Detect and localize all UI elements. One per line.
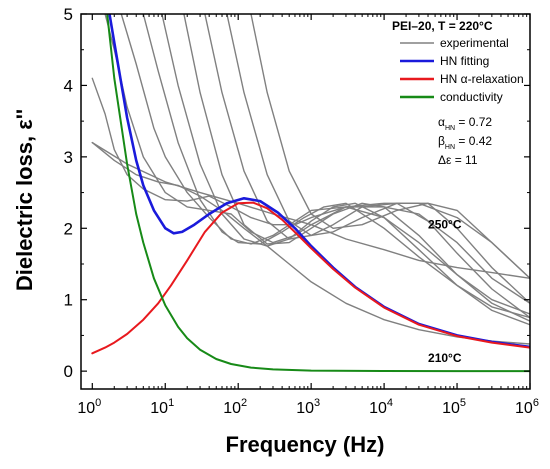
x-tick-label: 104 [369, 397, 393, 417]
plot-frame [80, 13, 531, 390]
series-line-experimental-4 [142, 14, 530, 319]
series-line-experimental-10 [91, 141, 530, 345]
legend-title: PEI–20, T = 220°C [392, 19, 493, 33]
series-line-experimental-7 [204, 14, 530, 319]
temperature-annotation: 250°C [428, 217, 462, 231]
x-tick-label: 102 [223, 397, 247, 417]
legend-items: experimental HN fitting HN α-relaxation con… [400, 36, 524, 104]
series-line-hn-relaxation-12 [91, 201, 530, 355]
x-tick-label: 100 [77, 397, 101, 417]
y-tick-label: 1 [64, 291, 73, 310]
annotations: 250°C 210°C [428, 217, 462, 365]
series-line-experimental-9 [250, 14, 530, 279]
fit-parameter: βHN = 0.42 [438, 134, 492, 151]
series-line-experimental-3 [120, 14, 530, 315]
temperature-annotation: 210°C [428, 351, 462, 365]
series-line-conductivity-13 [106, 14, 530, 373]
legend-label: conductivity [440, 90, 503, 104]
series-line-experimental-8 [226, 14, 530, 304]
y-tick-label: 0 [64, 362, 73, 381]
x-tick-label: 103 [296, 397, 320, 417]
x-tick-label: 106 [515, 397, 539, 417]
y-tick-label: 2 [64, 219, 73, 238]
x-tick-label: 101 [150, 397, 174, 417]
legend-label: HN fitting [440, 54, 489, 68]
fit-parameter: Δε = 11 [438, 153, 478, 167]
series-layer [91, 14, 530, 373]
fit-parameters: αHN = 0.72 βHN = 0.42 Δε = 11 [438, 115, 492, 167]
series-line-experimental-5 [161, 14, 530, 326]
legend: PEI–20, T = 220°C experimental HN fitting… [392, 19, 524, 104]
y-tick-label: 4 [64, 76, 73, 95]
legend-label: HN α-relaxation [440, 72, 524, 86]
y-axis-label: Dielectric loss, ε'' [12, 109, 37, 291]
fit-parameter: αHN = 0.72 [438, 115, 492, 132]
ticks-layer: 100 101 102 103 104 105 106 0 1 2 3 4 5 [64, 5, 539, 417]
y-tick-label: 5 [64, 5, 73, 24]
x-axis-label: Frequency (Hz) [226, 432, 385, 457]
y-tick-label: 3 [64, 148, 73, 167]
legend-label: experimental [440, 36, 509, 50]
x-tick-label: 105 [442, 397, 466, 417]
